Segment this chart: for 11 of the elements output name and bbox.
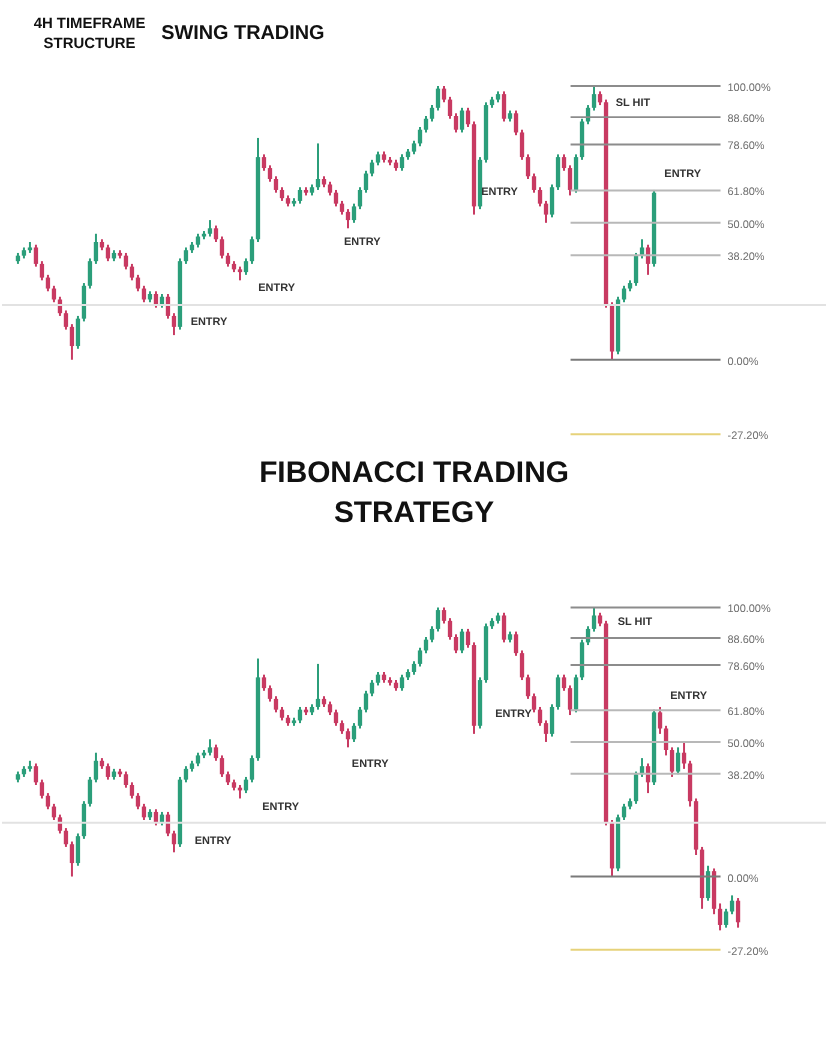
candlestick <box>315 142 321 191</box>
candlestick <box>345 208 351 230</box>
chart-title: FIBONACCI TRADING STRATEGY <box>259 455 569 530</box>
candlestick <box>345 727 351 749</box>
candlestick <box>501 90 507 123</box>
candlestick <box>735 897 741 929</box>
candlestick <box>315 662 321 711</box>
candlestick <box>459 106 465 134</box>
candlestick <box>501 611 507 644</box>
chart-title: SWING TRADING <box>161 23 326 46</box>
candlestick <box>675 746 681 776</box>
